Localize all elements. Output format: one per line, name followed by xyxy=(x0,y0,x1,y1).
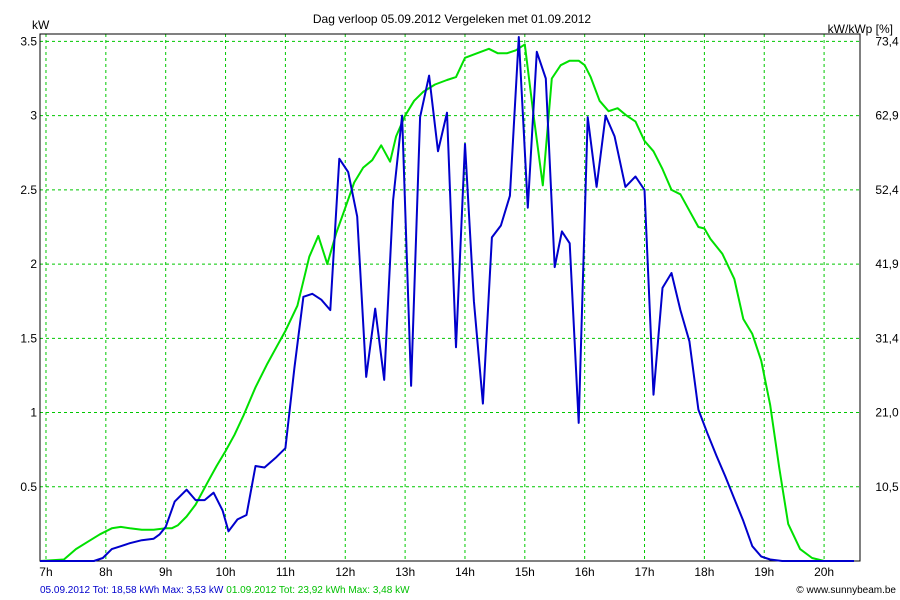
x-tick-label: 11h xyxy=(276,565,295,579)
x-tick-label: 16h xyxy=(575,565,595,579)
y-tick-label-left: 2.5 xyxy=(20,183,37,197)
x-tick-label: 15h xyxy=(515,565,535,579)
y-tick-label-left: 3 xyxy=(30,109,37,123)
plot-frame xyxy=(39,33,861,562)
x-tick-label: 18h xyxy=(694,565,714,579)
y-tick-label-right: 31,4 xyxy=(875,331,899,345)
x-tick-label: 13h xyxy=(395,565,415,579)
y-tick-label-right: 73,4 xyxy=(875,34,899,48)
y-tick-label-left: 3.5 xyxy=(20,34,37,48)
copyright: © www.sunnybeam.be xyxy=(796,585,896,596)
footer-summary: 05.09.2012 Tot: 18,58 kWh Max: 3,53 kW 01… xyxy=(40,585,410,596)
y-tick-label-left: 1 xyxy=(30,406,37,420)
ticks-layer: 7h 8h 9h 10h 11h 12h 13h 14h 15h 16h 17h 18h 19h 20h 0… xyxy=(20,34,899,579)
y-axis-label-right: kW/kWp [%] xyxy=(828,22,893,36)
y-tick-label-right: 21,0 xyxy=(875,406,899,420)
y-tick-label-left: 0.5 xyxy=(20,480,37,494)
x-tick-label: 20h xyxy=(814,565,834,579)
y-tick-label-right: 62,9 xyxy=(875,109,899,123)
x-tick-label: 7h xyxy=(39,565,52,579)
y-tick-label-right: 41,9 xyxy=(875,257,899,271)
series-layer xyxy=(39,36,854,562)
y-tick-label-right: 52,4 xyxy=(875,183,899,197)
x-tick-label: 9h xyxy=(159,565,172,579)
y-tick-label-right: 10,5 xyxy=(875,480,899,494)
summary-green: 01.09.2012 Tot: 23,92 kWh Max: 3,48 kW xyxy=(226,585,410,596)
y-tick-label-left: 1.5 xyxy=(20,331,37,345)
grid xyxy=(40,34,860,561)
series-line-current xyxy=(40,36,854,562)
x-tick-label: 8h xyxy=(99,565,112,579)
x-tick-label: 10h xyxy=(216,565,236,579)
x-tick-label: 14h xyxy=(455,565,475,579)
x-tick-label: 17h xyxy=(635,565,655,579)
x-tick-label: 19h xyxy=(754,565,774,579)
y-axis-label-left: kW xyxy=(32,18,50,32)
series-line-comparison xyxy=(39,43,848,562)
summary-blue: 05.09.2012 Tot: 18,58 kWh Max: 3,53 kW xyxy=(40,585,224,596)
y-tick-label-left: 2 xyxy=(30,257,37,271)
chart-title: Dag verloop 05.09.2012 Vergeleken met 01… xyxy=(313,12,592,26)
x-tick-label: 12h xyxy=(335,565,355,579)
